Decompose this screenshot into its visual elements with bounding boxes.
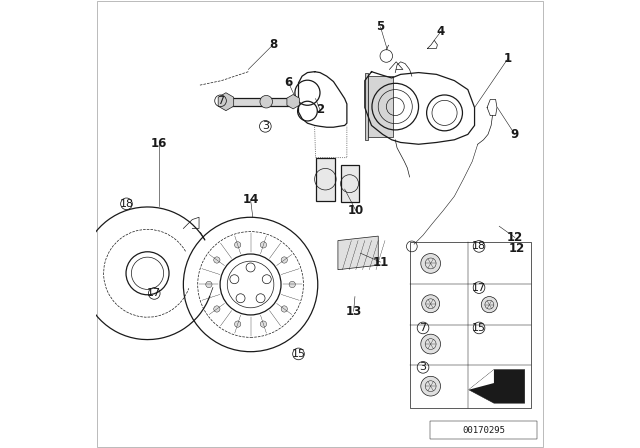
Circle shape (234, 321, 241, 327)
Circle shape (422, 295, 440, 313)
Text: 18: 18 (472, 241, 486, 251)
Bar (230, 98, 293, 106)
Text: 16: 16 (150, 137, 167, 150)
Text: 15: 15 (472, 323, 486, 333)
Circle shape (281, 306, 287, 312)
Circle shape (206, 281, 212, 288)
Circle shape (260, 321, 267, 327)
Text: 8: 8 (269, 38, 277, 52)
Bar (340, 165, 358, 202)
Bar (365, 73, 369, 140)
Bar (316, 158, 335, 201)
Polygon shape (338, 236, 378, 270)
Text: 17: 17 (147, 289, 161, 298)
Text: 10: 10 (348, 204, 364, 217)
Text: 4: 4 (437, 25, 445, 38)
Polygon shape (468, 370, 494, 390)
Text: 7: 7 (419, 323, 427, 333)
Circle shape (234, 242, 241, 248)
Circle shape (260, 242, 267, 248)
Circle shape (214, 257, 220, 263)
Text: 5: 5 (376, 20, 385, 34)
Text: 6: 6 (285, 76, 292, 90)
Circle shape (421, 376, 440, 396)
Circle shape (421, 334, 440, 354)
Circle shape (421, 254, 440, 273)
Text: 3: 3 (262, 121, 269, 131)
Circle shape (281, 257, 287, 263)
Bar (369, 76, 393, 137)
Circle shape (289, 281, 296, 288)
Circle shape (260, 95, 273, 108)
Bar (430, 421, 538, 439)
Polygon shape (468, 370, 525, 403)
Bar (410, 242, 531, 408)
Text: 14: 14 (243, 193, 259, 206)
Text: 13: 13 (346, 305, 362, 318)
Circle shape (481, 297, 497, 313)
Text: 00170295: 00170295 (462, 426, 505, 435)
Text: 12: 12 (507, 231, 523, 244)
Text: 7: 7 (217, 96, 224, 106)
Text: 17: 17 (472, 283, 486, 293)
Text: 1: 1 (504, 52, 512, 65)
Text: 12: 12 (509, 241, 525, 255)
Text: 2: 2 (316, 103, 324, 116)
Text: 11: 11 (372, 255, 388, 269)
Text: 15: 15 (291, 349, 305, 359)
Circle shape (214, 306, 220, 312)
Text: 3: 3 (420, 362, 426, 372)
Text: 18: 18 (120, 199, 134, 209)
Text: 9: 9 (511, 128, 519, 141)
